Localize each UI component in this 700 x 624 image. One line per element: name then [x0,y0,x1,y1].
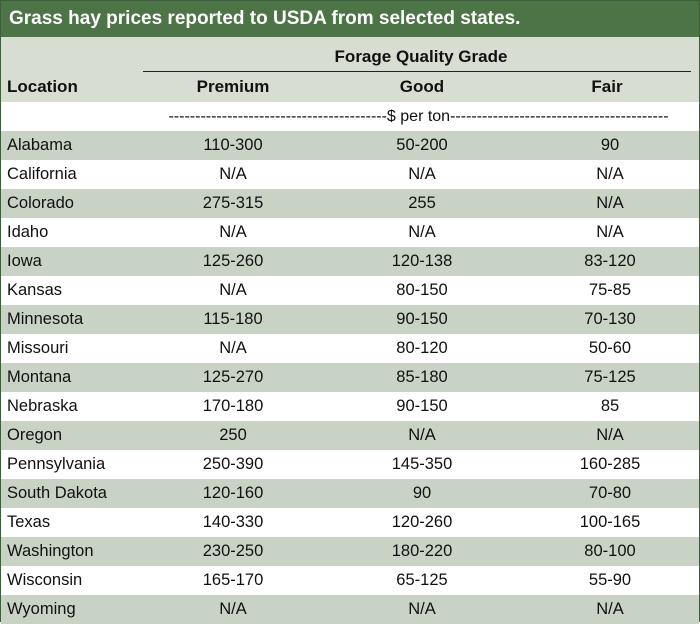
location-cell: Colorado [7,194,74,212]
good-cell: 65-125 [396,571,448,589]
fair-cell: 90 [600,136,620,154]
location-cell: Pennsylvania [7,455,106,473]
location-cell: California [7,165,77,183]
premium-cell: 230-250 [202,542,264,560]
table-row: Missouri N/A 80-120 50-60 [1,334,699,363]
fair-cell: 70-130 [584,310,636,328]
good-cell: 120-260 [391,513,453,531]
table-row: Iowa 125-260 120-138 83-120 [1,247,699,276]
location-cell: Oregon [7,426,63,444]
good-cell: 180-220 [391,542,453,560]
table-row: Idaho N/A N/A N/A [1,218,699,247]
table-row: California N/A N/A N/A [1,160,699,189]
table-title: Grass hay prices reported to USDA from s… [1,1,699,37]
table-row: Alabama 110-300 50-200 90 [1,131,699,160]
fair-cell: 75-85 [588,281,632,299]
premium-cell: 125-260 [202,252,264,270]
premium-cell: 170-180 [202,397,264,415]
table-row: Nebraska 170-180 90-150 85 [1,392,699,421]
table-header: Forage Quality Grade Location Premium Go… [1,37,699,102]
good-cell: 120-138 [391,252,453,270]
location-cell: Wisconsin [7,571,83,589]
table-row: Wyoming N/A N/A N/A [1,595,699,624]
good-cell: 90 [412,484,432,502]
location-cell: Alabama [7,136,73,154]
good-cell: 80-150 [396,281,448,299]
fair-cell: 55-90 [588,571,632,589]
table-row: Kansas N/A 80-150 75-85 [1,276,699,305]
premium-cell: 110-300 [203,136,263,154]
premium-cell: N/A [219,339,247,357]
table-row: South Dakota 120-160 90 70-80 [1,479,699,508]
fair-cell: 85 [600,397,620,415]
fair-cell: N/A [596,194,624,212]
good-cell: 90-150 [396,310,448,328]
location-cell: Iowa [7,252,42,270]
premium-cell: N/A [219,600,247,618]
unit-label: ----------------------------------------… [168,108,669,125]
location-cell: Idaho [7,223,49,241]
table-body: Alabama 110-300 50-200 90 California N/A N/A N/… [1,131,699,624]
fair-cell: 83-120 [584,252,636,270]
premium-cell: N/A [219,165,247,183]
premium-cell: 250 [219,426,247,444]
premium-cell: 120-160 [202,484,264,502]
good-cell: 145-350 [391,455,453,473]
fair-cell: N/A [596,600,624,618]
premium-cell: N/A [219,281,247,299]
table-row: Oregon 250 N/A N/A [1,421,699,450]
fair-cell: 100-165 [579,513,641,531]
location-cell: South Dakota [7,484,107,502]
location-cell: Wyoming [7,600,76,618]
good-cell: N/A [408,426,436,444]
fair-cell: 160-285 [579,455,641,473]
premium-cell: 140-330 [202,513,264,531]
location-column-header: Location [7,77,78,96]
good-cell: 85-180 [396,368,448,386]
fair-cell: 50-60 [588,339,632,357]
location-cell: Nebraska [7,397,78,415]
fair-cell: 75-125 [584,368,636,386]
fair-cell: N/A [596,165,624,183]
table-row: Minnesota 115-180 90-150 70-130 [1,305,699,334]
location-cell: Washington [7,542,94,560]
good-cell: 90-150 [396,397,448,415]
fair-column-header: Fair [591,77,623,96]
premium-cell: 125-270 [202,368,264,386]
table-row: Montana 125-270 85-180 75-125 [1,363,699,392]
fair-cell: 80-100 [584,542,636,560]
header-divider [143,71,691,72]
location-cell: Missouri [7,339,69,357]
table-row: Washington 230-250 180-220 80-100 [1,537,699,566]
location-cell: Montana [7,368,72,386]
table-row: Pennsylvania 250-390 145-350 160-285 [1,450,699,479]
unit-row: ----------------------------------------… [1,102,699,131]
location-cell: Texas [7,513,51,531]
good-cell: 255 [408,194,436,212]
good-cell: 50-200 [396,136,448,154]
good-column-header: Good [399,77,445,96]
location-cell: Kansas [7,281,63,299]
premium-cell: 275-315 [202,194,264,212]
good-cell: N/A [408,165,436,183]
premium-column-header: Premium [196,77,270,96]
premium-cell: 165-170 [202,571,264,589]
location-cell: Minnesota [7,310,84,328]
table-row: Wisconsin 165-170 65-125 55-90 [1,566,699,595]
premium-cell: 115-180 [203,310,263,328]
table-row: Texas 140-330 120-260 100-165 [1,508,699,537]
fair-cell: N/A [596,223,624,241]
table-row: Colorado 275-315 255 N/A [1,189,699,218]
fair-cell: N/A [596,426,624,444]
good-cell: 80-120 [396,339,448,357]
forage-quality-grade-label: Forage Quality Grade [334,47,508,66]
fair-cell: 70-80 [588,484,632,502]
good-cell: N/A [408,600,436,618]
premium-cell: N/A [219,223,247,241]
premium-cell: 250-390 [202,455,264,473]
good-cell: N/A [408,223,436,241]
